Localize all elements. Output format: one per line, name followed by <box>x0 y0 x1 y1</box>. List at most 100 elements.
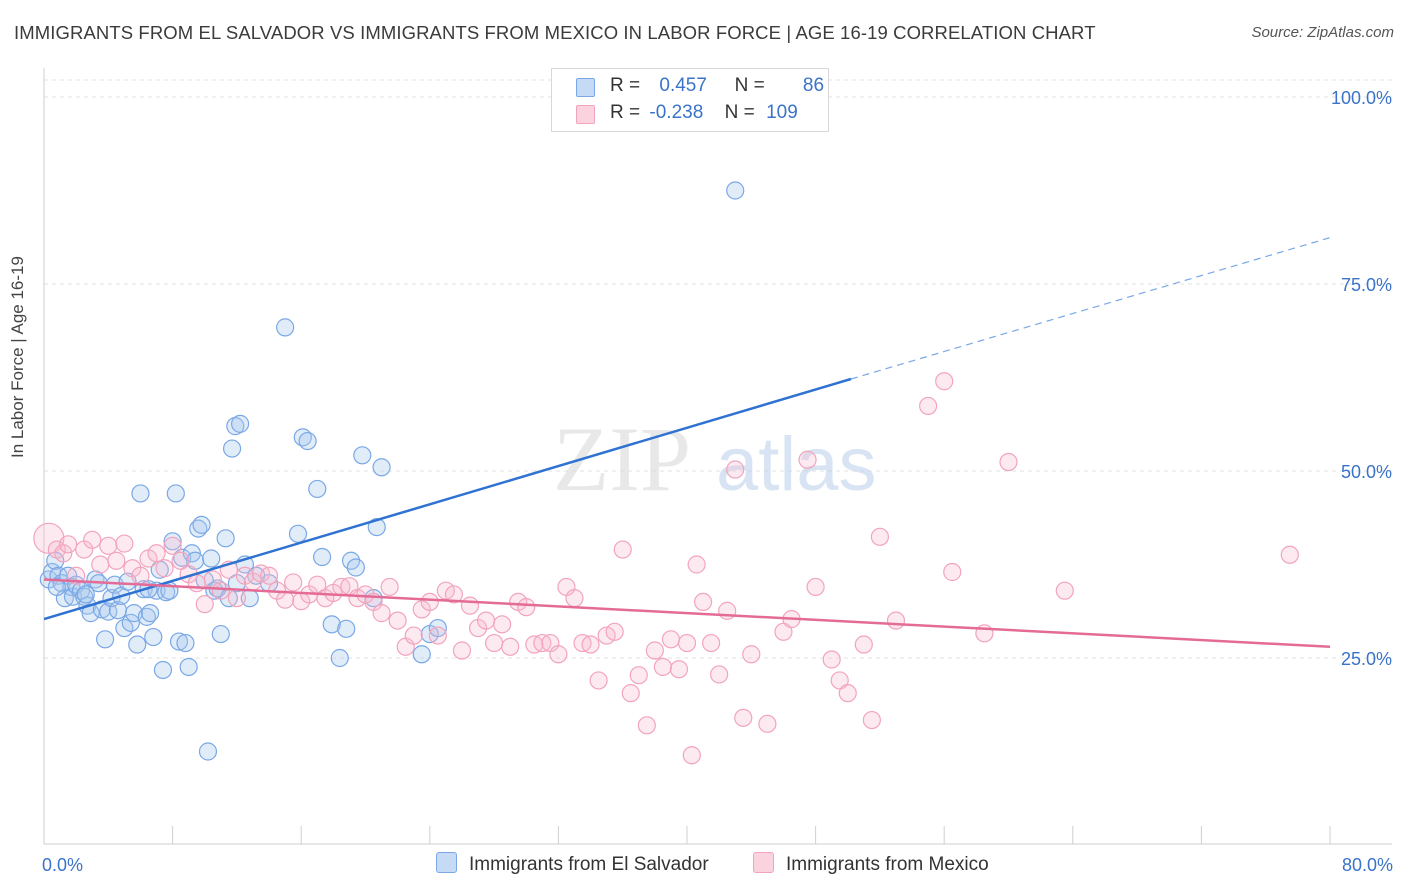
data-point <box>485 633 504 653</box>
legend-swatch-el-salvador <box>576 78 595 97</box>
data-point <box>798 450 817 469</box>
data-point <box>353 446 372 465</box>
legend-n-label: N = <box>724 102 755 123</box>
data-point <box>312 547 332 567</box>
data-point <box>1055 581 1074 600</box>
data-point <box>144 627 163 647</box>
data-point <box>710 665 729 684</box>
source-credit: Source: ZipAtlas.com <box>1251 24 1394 41</box>
data-point <box>613 540 632 559</box>
data-point <box>517 598 536 617</box>
trend-lines <box>43 237 1331 649</box>
y-tick-label: 75.0% <box>1341 275 1392 295</box>
data-point <box>886 611 906 630</box>
data-point <box>452 641 472 660</box>
data-point <box>107 551 126 570</box>
data-point <box>202 549 221 568</box>
data-point <box>862 710 881 730</box>
data-point <box>337 619 356 638</box>
data-point <box>501 637 520 656</box>
data-point <box>226 417 245 436</box>
tick-labels: 25.0% 50.0% 75.0% 100.0% 0.0% 80.0% <box>42 88 1393 875</box>
legend-n-value-el-salvador: 86 <box>802 75 825 96</box>
data-point <box>621 684 640 703</box>
data-point <box>677 633 697 653</box>
data-point <box>838 684 857 703</box>
data-point <box>227 589 246 608</box>
data-point <box>428 618 447 638</box>
data-point <box>147 544 166 563</box>
data-point <box>198 742 218 761</box>
data-point <box>702 633 721 653</box>
data-point <box>919 396 938 416</box>
data-point <box>428 626 447 645</box>
watermark-zip: ZIP <box>553 408 691 510</box>
data-point <box>870 527 890 546</box>
data-point <box>195 595 214 614</box>
trend-line-el-salvador-extension <box>850 237 1331 380</box>
data-point <box>276 590 295 609</box>
series-label-el-salvador: Immigrants from El Salvador <box>469 854 709 875</box>
data-point <box>581 635 600 654</box>
x-tick-label: 80.0% <box>1342 855 1393 875</box>
legend-r-value-el-salvador: 0.457 <box>659 75 707 96</box>
data-point <box>99 602 118 621</box>
legend-swatch-mexico <box>576 105 595 124</box>
data-point <box>179 657 198 677</box>
series-legend-mexico: Immigrants from Mexico <box>753 852 989 876</box>
data-point <box>493 615 512 634</box>
data-point <box>308 479 327 499</box>
data-point <box>298 431 317 451</box>
data-point <box>380 577 399 597</box>
data-point <box>682 746 701 765</box>
data-point <box>91 555 110 574</box>
data-point <box>176 633 195 653</box>
data-point <box>645 641 664 660</box>
series-swatch-mexico <box>753 852 774 873</box>
data-point <box>637 716 656 735</box>
data-point <box>687 555 706 574</box>
data-point <box>131 566 150 585</box>
legend-r-value-mexico: -0.238 <box>649 102 704 123</box>
data-point <box>163 536 182 555</box>
data-point <box>231 414 250 433</box>
y-axis-label: In Labor Force | Age 16-19 <box>8 256 27 458</box>
data-point <box>412 645 431 664</box>
data-point <box>372 458 391 477</box>
y-tick-label: 50.0% <box>1341 462 1392 482</box>
data-point <box>216 529 235 548</box>
legend-n-value-mexico: 109 <box>766 102 798 123</box>
data-point <box>734 708 753 727</box>
data-point <box>854 635 873 654</box>
data-point <box>718 601 737 620</box>
data-point <box>1280 545 1299 564</box>
trend-line-mexico <box>43 578 1331 649</box>
data-point <box>476 611 496 630</box>
data-point <box>460 596 480 615</box>
data-point <box>95 630 115 649</box>
data-point <box>276 318 295 337</box>
data-point <box>76 585 95 604</box>
data-point <box>367 517 386 537</box>
data-point <box>935 372 954 391</box>
y-tick-label: 100.0% <box>1331 88 1392 108</box>
data-point <box>211 581 230 600</box>
axes <box>43 68 1392 845</box>
x-tick-label: 0.0% <box>42 855 83 875</box>
data-point <box>806 577 825 597</box>
data-point <box>726 460 745 479</box>
data-point <box>166 484 185 503</box>
data-point <box>128 635 147 654</box>
data-point <box>169 632 189 651</box>
data-point <box>822 650 841 669</box>
data-point <box>549 645 568 664</box>
data-point <box>943 562 962 582</box>
watermark: ZIP atlas <box>553 408 877 510</box>
data-point <box>155 559 174 578</box>
data-point <box>653 657 672 677</box>
data-point <box>404 626 423 645</box>
data-point <box>47 577 66 597</box>
data-point <box>153 660 173 680</box>
data-point <box>388 611 407 630</box>
y-tick-label: 25.0% <box>1341 649 1392 669</box>
